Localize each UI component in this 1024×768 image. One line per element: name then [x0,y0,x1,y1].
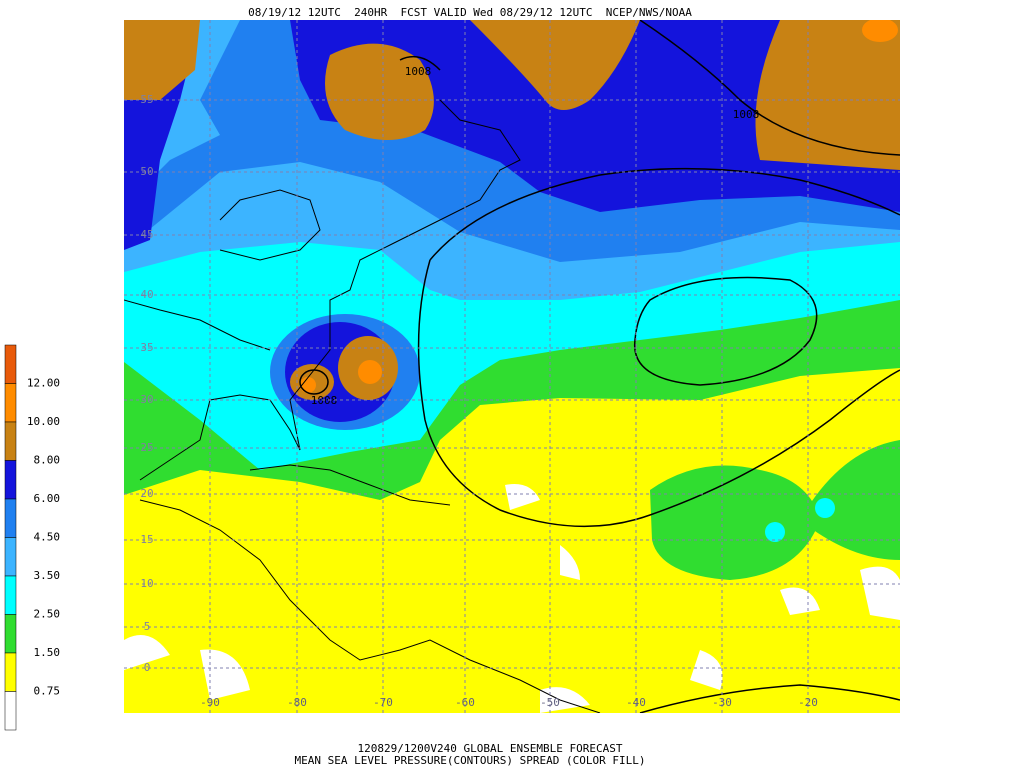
colorbar-swatch [4,614,17,654]
lat-label: 30 [140,393,153,406]
colorbar-swatch [4,498,17,538]
lat-label: 25 [140,441,153,454]
title: 08/19/12 12UTC 240HR FCST VALID Wed 08/2… [248,6,692,19]
colorbar-label: 3.50 [34,569,61,582]
fill-white [124,484,900,713]
lon-label: -80 [287,696,307,709]
colorbar-swatch [4,537,17,577]
lon-label: -70 [373,696,393,709]
lat-label: 50 [140,165,153,178]
contour-label: 1008 [405,65,432,78]
footer-line: MEAN SEA LEVEL PRESSURE(CONTOURS) SPREAD… [295,754,646,767]
colorbar-label: 12.00 [27,377,60,390]
colorbar-swatch [4,460,17,500]
colorbar-label: 4.50 [34,531,61,544]
lat-label: 0 [144,661,151,674]
lon-label: -40 [626,696,646,709]
fill-brown [124,20,200,100]
colorbar-swatch [4,652,17,692]
lon-label: -50 [540,696,560,709]
lat-label: 5 [144,620,151,633]
fill-orange [358,360,382,384]
colorbar-label: 6.00 [34,492,61,505]
fill-green [650,465,820,580]
lon-label: -60 [455,696,475,709]
lon-label: -90 [200,696,220,709]
lat-label: 40 [140,288,153,301]
fill-cyan [815,498,835,518]
lat-label: 55 [140,93,153,106]
lat-label: 20 [140,487,153,500]
colorbar-swatch [4,575,17,615]
fill-orange [300,377,316,393]
colorbar: 12.00 10.00 8.00 6.00 4.50 3.50 2.50 1.50 0.75 [4,344,61,731]
graticule [124,20,900,713]
colorbar-swatch [4,344,17,384]
colorbar-swatch [4,383,17,423]
colorbar-label: 8.00 [34,454,61,467]
lat-label: 15 [140,533,153,546]
fill-darkblue [290,20,900,212]
fill-brown [470,20,640,110]
colorbar-label: 10.00 [27,415,60,428]
footer-line: 120829/1200V240 GLOBAL ENSEMBLE FORECAST [358,742,623,755]
contour-label: 1008 [733,108,760,121]
fill-brown [755,20,900,170]
map: 1008 1008 1008 [124,20,900,713]
colorbar-swatch [4,691,17,731]
colorbar-label: 0.75 [34,685,61,698]
colorbar-label: 2.50 [34,608,61,621]
lat-label: 45 [140,228,153,241]
lat-label: 35 [140,341,153,354]
lon-label: -20 [798,696,818,709]
fill-green [800,440,900,560]
colorbar-swatch [4,421,17,461]
axis-labels: -90 -80 -70 -60 -50 -40 -30 -205550454035302520… [140,93,818,709]
fill-brown [325,43,434,140]
contours [299,20,900,713]
lat-label: 10 [140,577,153,590]
fill-orange [862,20,898,42]
fill-cyan [765,522,785,542]
colorbar-label: 1.50 [34,646,61,659]
lon-label: -30 [712,696,732,709]
